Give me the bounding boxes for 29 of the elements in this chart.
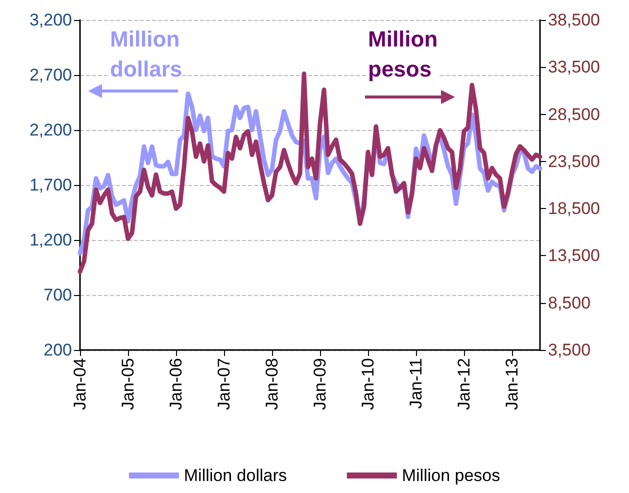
x-tick-label: Jan-10 bbox=[358, 358, 378, 410]
y2-tick-label: 18,500 bbox=[548, 199, 600, 218]
y-tick-label: 1,200 bbox=[29, 230, 72, 250]
x-tick-label: Jan-08 bbox=[262, 358, 282, 410]
y-tick-label: 2,200 bbox=[29, 120, 72, 140]
y2-tick-label: 23,500 bbox=[548, 152, 600, 171]
x-tick-label: Jan-12 bbox=[454, 358, 474, 410]
y-tick-label: 700 bbox=[44, 286, 72, 304]
y2-tick-label: 38,500 bbox=[548, 10, 600, 30]
y-tick-label: 3,200 bbox=[29, 10, 72, 30]
y2-tick-label: 28,500 bbox=[548, 104, 600, 124]
x-tick-label: Jan-06 bbox=[166, 358, 186, 410]
annotation: Million pesos bbox=[368, 26, 438, 82]
legend-label: Million dollars bbox=[184, 466, 287, 485]
y2-tick-label: 8,500 bbox=[548, 293, 591, 312]
y-tick-label: 1,700 bbox=[29, 176, 72, 194]
x-tick-label: Jan-07 bbox=[214, 358, 234, 410]
x-tick-label: Jan-11 bbox=[406, 358, 426, 409]
y-tick-label: 2,700 bbox=[29, 66, 72, 84]
annotation: Million dollars bbox=[110, 26, 182, 82]
y2-tick-label: 3,500 bbox=[548, 340, 591, 360]
y2-tick-label: 13,500 bbox=[548, 246, 600, 266]
x-tick-label: Jan-09 bbox=[310, 358, 330, 410]
legend-label: Million pesos bbox=[402, 466, 500, 485]
y-tick-label: 200 bbox=[44, 340, 72, 360]
x-tick-label: Jan-05 bbox=[118, 358, 138, 410]
x-tick-label: Jan-04 bbox=[70, 358, 90, 410]
y2-tick-label: 33,500 bbox=[548, 58, 600, 77]
x-tick-label: Jan-13 bbox=[502, 358, 522, 410]
